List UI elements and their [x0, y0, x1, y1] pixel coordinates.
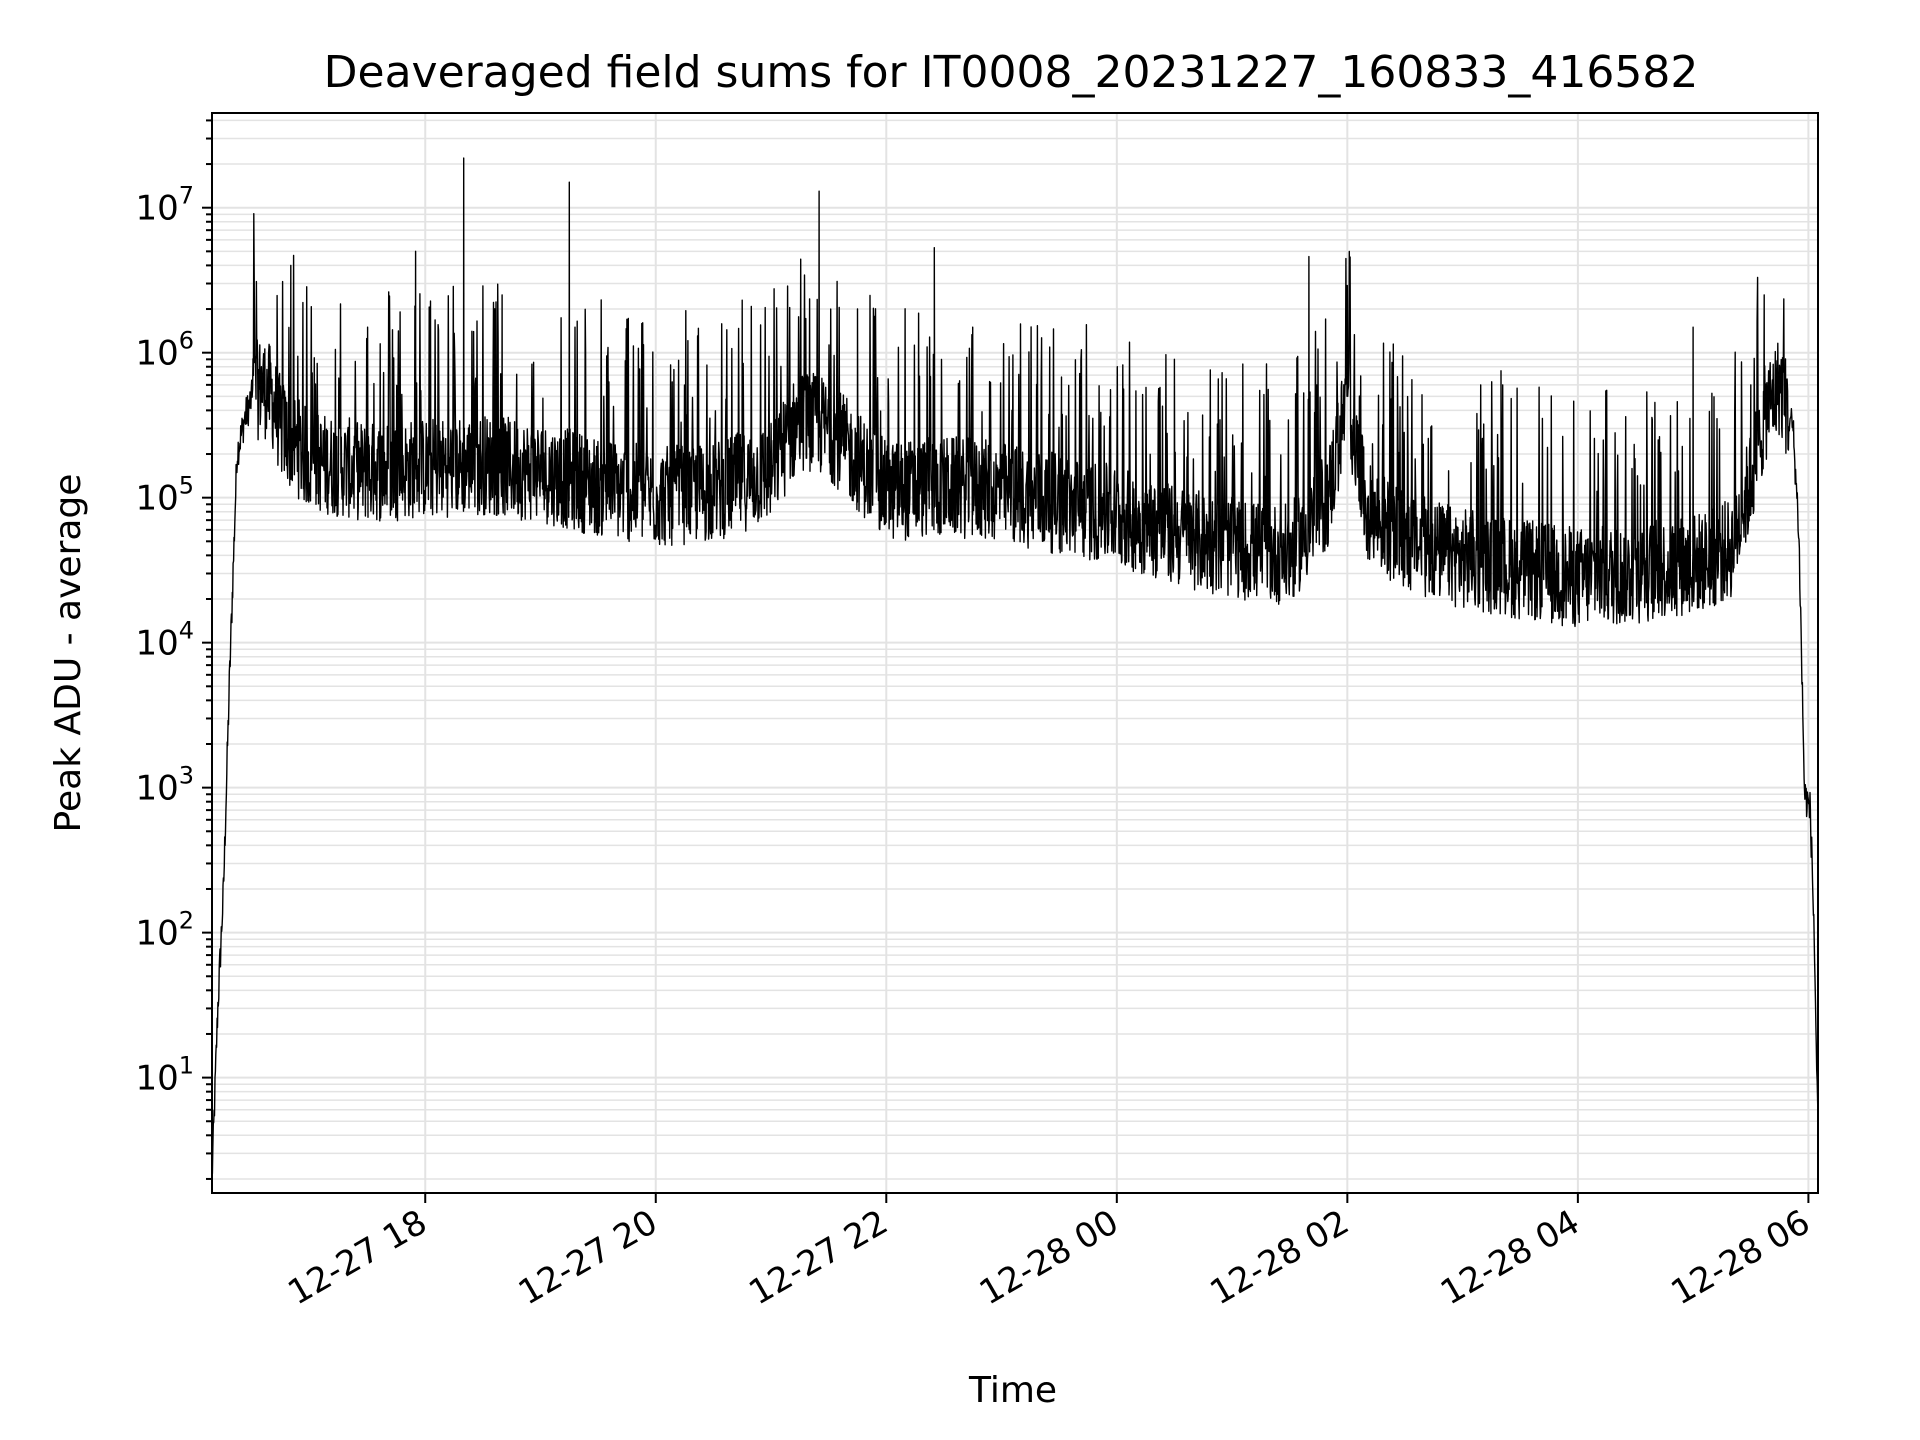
y-tick-label: 104: [135, 617, 194, 664]
series-line: [211, 157, 1819, 1175]
series-layer: [211, 157, 1819, 1175]
y-tick-label: 101: [135, 1052, 194, 1099]
y-tick-label: 106: [135, 327, 194, 374]
plot-frame: [211, 112, 1819, 1194]
y-tick-label: 103: [135, 762, 194, 809]
x-axis-label: Time: [968, 1370, 1057, 1411]
y-axis-label: Peak ADU - average: [48, 474, 89, 833]
y-axis: 101 102 103 104 105 106 107: [135, 119, 212, 1180]
chart-title: Deaveraged field sums for IT0008_2023122…: [324, 47, 1699, 98]
y-tick-label: 102: [135, 907, 194, 954]
y-tick-label: 107: [135, 182, 194, 229]
y-tick-label: 105: [135, 472, 194, 519]
